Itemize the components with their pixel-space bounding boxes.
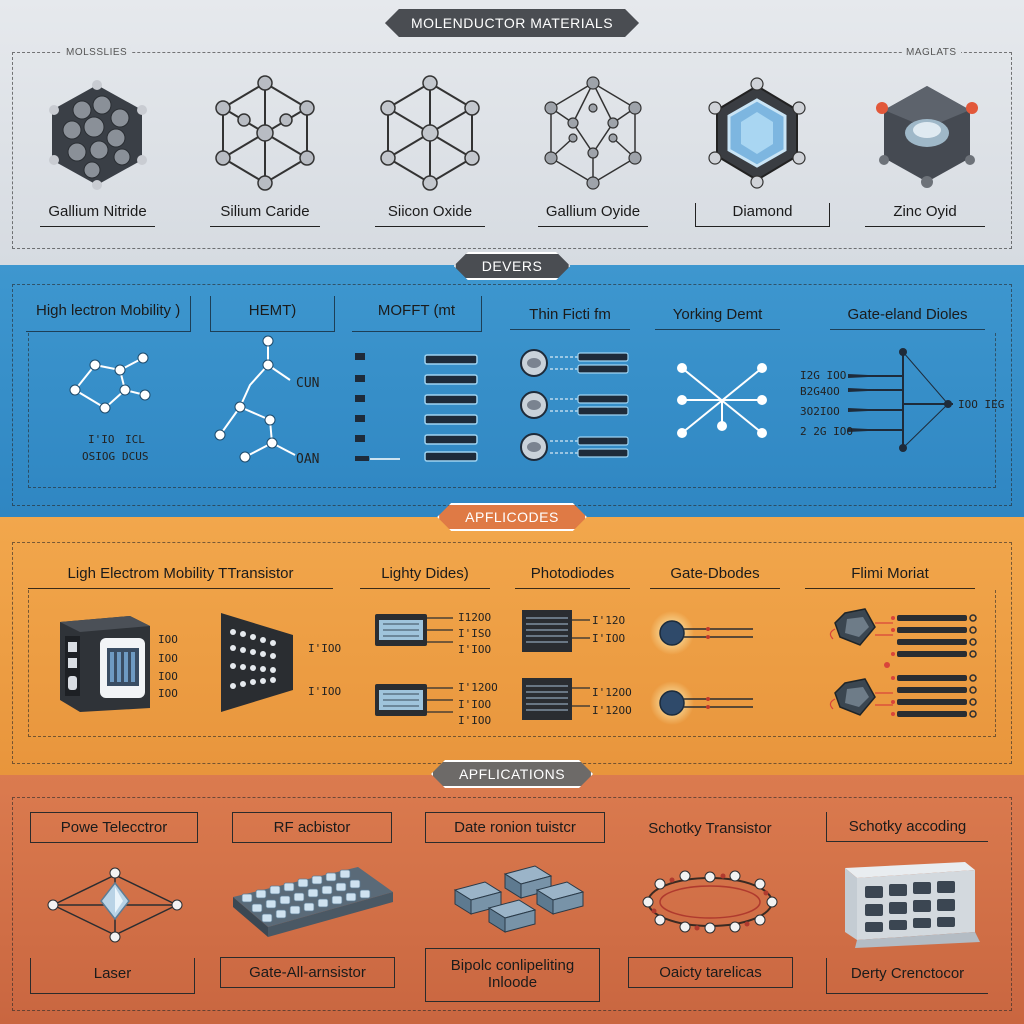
app-title-gate-diodes: Gate-Dbodes [650,565,780,589]
app2-bottom-bipolar: Bipolc conlipeliting Inloode [425,948,600,1002]
board-label-2: I'IOO [308,685,342,698]
working-device-network-icon [677,363,767,438]
hemt-left-label-4: DCUS [122,450,149,463]
schottky-ring-molecule-icon [642,870,778,934]
devices-inner-frame [28,333,996,488]
diode-label-3: 3O2IOO [800,405,840,418]
devices-section-title: DEVERS [454,252,571,280]
chip-label-3: IOO [158,670,178,683]
device-title-working-device: Yorking Demt [655,306,780,330]
app-title-light-diodes: Lighty Dides) [360,565,490,589]
apps2-frame [12,797,1012,1011]
hemt-molecule-left-icon [69,352,151,414]
diode-right-label: IOO IEG [958,398,1005,411]
app2-top-schotky-transistor: Schotky Transistor [648,820,772,837]
device-title-hemt: HEMT) [210,296,335,332]
materials-corner-left: MOLSSLIES [62,47,132,58]
photo-label-2: I'IOO [592,632,626,645]
app2-bottom-derty: Derty Crenctocor [826,958,988,994]
chip-label-2: IOO [158,652,178,665]
material-label-silicon-oxide: Siicon Oxide [375,203,485,227]
materials-section-title: MOLENDUCTOR MATERIALS [385,9,639,37]
hemt-left-label-2: ICL [125,433,145,446]
app2-top-date-ronion: Date ronion tuistcr [425,812,605,843]
mosfet-terminal-bars-icon [355,353,478,462]
light-diode-label-2: I'ISO [458,627,492,640]
diode-label-2: B2G4OO [800,385,840,398]
app2-bottom-oaicty: Oaicty tarelicas [628,957,793,988]
light-diode-label-6: I'IOO [458,714,492,727]
photodiode-sensors-icon [522,610,590,720]
materials-corner-right: MAGLATS [902,47,961,58]
board-label-1: I'IOO [308,642,342,655]
app2-top-schotky-accoding: Schotky accoding [826,812,988,842]
hemt-left-label-1: I'IO [88,433,115,446]
schottky-keypad-device-icon [845,862,980,948]
material-label-zinc-oxide: Zinc Oyid [865,203,985,227]
gate-diodes-glow-icon [650,611,753,725]
hemt-molecule-right-icon [214,335,296,463]
diode-label-1: I2G IOO [800,369,847,382]
apps2-section-title: APFLICATIONS [431,760,593,788]
light-diode-label-1: I12OO [458,611,492,624]
app2-bottom-bipolar-line2: Inloode [487,974,538,991]
app-title-film-moriat: Flimi Moriat [805,565,975,589]
film-module-array-icon [829,608,977,718]
light-diode-components-icon [375,614,453,716]
transistor-module-chip-icon [60,616,150,712]
materials-band [0,0,1024,265]
device-title-hemt-long: High lectron Mobility ) [26,296,192,332]
zinc-oxide-crystal-icon [876,86,978,188]
laser-crystal-icon [47,867,183,943]
chip-label-1: IOO [158,633,178,646]
app2-bottom-laser: Laser [30,958,195,994]
material-label-gallium-oxide: Gallium Oyide [538,203,648,227]
device-title-gate-island-diodes: Gate-eland Dioles [830,306,985,330]
thin-film-cells-icon [520,349,629,461]
device-title-thin-film: Thin Ficti fm [510,306,630,330]
hemt-label-oan: OAN [296,452,320,467]
device-title-mosfet: MOFFT (mt [352,296,482,332]
material-label-gallium-nitride: Gallium Nitride [40,203,155,227]
gallium-oxide-lattice-icon [544,76,642,190]
silicon-carbide-lattice-icon [215,75,315,191]
bipolar-blocks-icon [453,865,585,933]
photo-label-3: I'12OO [592,686,632,699]
app-title-hemt: Ligh Electrom Mobility TTransistor [28,565,333,589]
photo-label-4: I'12OO [592,704,632,717]
app2-top-rf-acbistor: RF acbistor [232,812,392,843]
materials-frame [12,52,1012,249]
light-diode-label-5: I'IOO [458,698,492,711]
photo-label-1: I'12O [592,614,626,627]
gallium-nitride-crystal-icon [49,80,147,190]
chip-label-4: IOO [158,687,178,700]
hemt-label-cun: CUN [296,376,320,391]
light-diode-label-4: I'12OO [458,681,498,694]
diamond-crystal-icon [708,77,806,189]
diode-label-4: 2 2G IOO [800,425,853,438]
app2-bottom-bipolar-line1: Bipolc conlipeliting [450,957,575,974]
apps1-band [0,517,1024,775]
material-label-diamond: Diamond [695,203,830,227]
apps1-section-title: APFLICODES [437,503,587,531]
app-title-photodiodes: Photodiodes [515,565,630,589]
apps1-inner-frame [28,590,996,737]
gate-island-diodes-icon [848,348,953,452]
gate-all-around-array-icon [233,867,393,937]
light-diode-label-3: I'IOO [458,643,492,656]
material-label-silicon-carbide: Silium Caride [210,203,320,227]
app2-bottom-gate-all-around: Gate-All-arnsistor [220,957,395,988]
silicon-oxide-lattice-icon [380,75,480,191]
app2-top-power-telecctror: Powe Telecctror [30,812,198,843]
transistor-array-board-icon [221,613,293,712]
hemt-left-label-3: OSIOG [82,450,116,463]
